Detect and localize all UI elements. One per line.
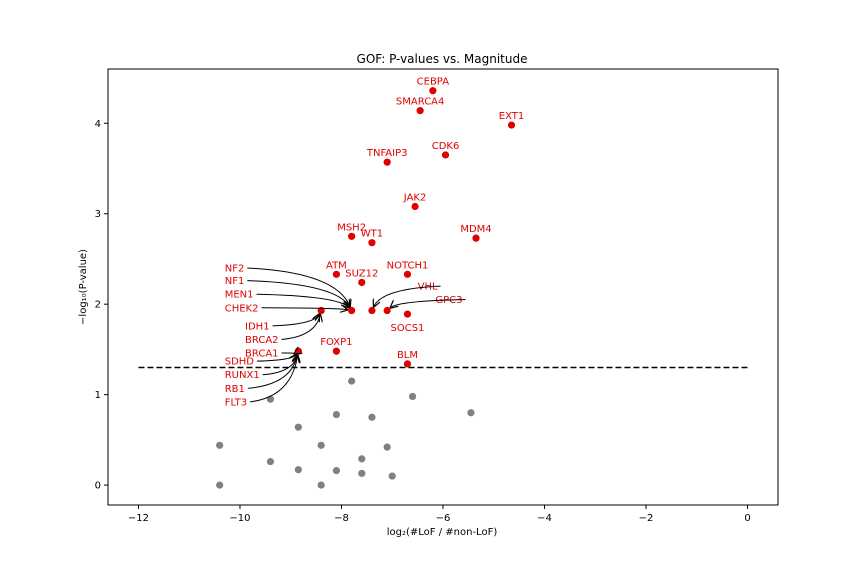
nonsignificant-point: [368, 413, 376, 421]
gene-label: MDM4: [460, 224, 491, 235]
gene-label: JAK2: [403, 192, 427, 203]
gene-label: CEBPA: [417, 77, 450, 88]
y-tick-label: 2: [95, 300, 101, 311]
nonsignificant-point: [332, 467, 341, 475]
gene-label: NF2: [225, 264, 245, 275]
x-tick-label: −4: [537, 513, 552, 524]
label-arrow: [272, 315, 320, 327]
x-tick-label: −12: [128, 513, 149, 524]
gene-label: BLM: [397, 350, 418, 361]
nonsignificant-point: [294, 466, 302, 474]
significant-point: [507, 121, 516, 129]
significant-point: [348, 306, 356, 315]
significant-point: [294, 347, 302, 355]
significant-point: [429, 87, 437, 95]
nonsignificant-point: [348, 377, 356, 385]
significant-point: [332, 347, 341, 355]
significant-point: [332, 270, 341, 278]
significant-point: [383, 158, 391, 166]
y-tick-label: 1: [95, 390, 101, 401]
significant-point: [368, 306, 376, 315]
label-arrow: [281, 353, 295, 354]
gene-label: CHEK2: [225, 303, 259, 314]
nonsignificant-point: [216, 441, 224, 449]
x-tick-label: −8: [334, 513, 349, 524]
x-tick-label: 0: [744, 513, 750, 524]
gene-label: IDH1: [245, 321, 270, 332]
gene-label: NOTCH1: [387, 260, 429, 271]
gene-label: MSH2: [337, 222, 366, 233]
gene-label: RUNX1: [225, 370, 260, 381]
significant-point: [368, 239, 376, 247]
nonsignificant-point: [266, 457, 275, 466]
gene-label: RB1: [225, 384, 245, 395]
x-axis: −12 −10 −8 −6 −4 −2 0: [128, 505, 751, 524]
significant-point: [348, 232, 356, 240]
gene-label: ATM: [326, 260, 347, 271]
gene-label: MEN1: [225, 290, 254, 301]
nonsignificant-point: [383, 443, 391, 451]
gene-label: SDHD: [225, 357, 255, 368]
y-axis: 0 1 2 3 4: [95, 119, 108, 492]
gene-label: SUZ12: [345, 268, 378, 279]
nonsignificant-point: [358, 455, 366, 463]
significant-point: [403, 360, 412, 368]
x-axis-label: log₂(#LoF / #non-LoF): [387, 527, 498, 538]
x-tick-label: −10: [229, 513, 250, 524]
chart-title: GOF: P-values vs. Magnitude: [357, 52, 528, 66]
nonsignificant-point: [317, 481, 325, 489]
significant-point: [441, 151, 450, 159]
significant-point: [358, 278, 366, 287]
gene-label: NF1: [225, 276, 245, 287]
y-axis-label: −log₁₀(P-value): [78, 249, 89, 325]
gene-label: BRCA1: [245, 349, 279, 360]
nonsignificant-point: [408, 392, 417, 401]
nonsignificant-point: [332, 410, 341, 419]
label-arrow: [250, 356, 297, 403]
significant-point: [416, 107, 424, 115]
nonsignificant-point: [317, 441, 325, 449]
x-tick-label: −6: [436, 513, 451, 524]
y-tick-label: 0: [95, 481, 101, 492]
y-tick-label: 4: [95, 119, 101, 130]
label-arrow: [374, 285, 441, 306]
y-tick-label: 3: [95, 209, 101, 220]
nonsignificant-point: [388, 472, 396, 480]
significant-point: [403, 310, 412, 318]
gene-label: FOXP1: [320, 337, 352, 348]
gene-label: TNFAIP3: [366, 148, 408, 159]
gene-label: GPC3: [435, 295, 462, 306]
label-arrow: [261, 308, 347, 310]
significant-point: [383, 306, 391, 315]
gene-label: EXT1: [499, 111, 524, 122]
gene-label: BRCA2: [245, 335, 279, 346]
significant-point: [411, 202, 419, 211]
nonsignificant-point: [294, 423, 302, 431]
x-tick-label: −2: [639, 513, 654, 524]
label-arrow: [281, 315, 321, 340]
gene-label: WT1: [361, 229, 383, 240]
plot-frame: [107, 68, 779, 506]
gene-label: SOCS1: [391, 323, 425, 334]
nonsignificant-point: [216, 481, 224, 489]
gene-label: CDK6: [432, 141, 460, 152]
label-arrow: [391, 299, 466, 308]
label-arrow: [256, 293, 349, 307]
significant-point: [472, 234, 480, 242]
nonsignificant-point: [467, 409, 475, 417]
gene-label: FLT3: [225, 397, 247, 408]
label-arrow: [247, 280, 349, 307]
gene-label: SMARCA4: [396, 97, 444, 108]
significant-point: [403, 270, 412, 278]
nonsignificant-point: [358, 469, 366, 477]
